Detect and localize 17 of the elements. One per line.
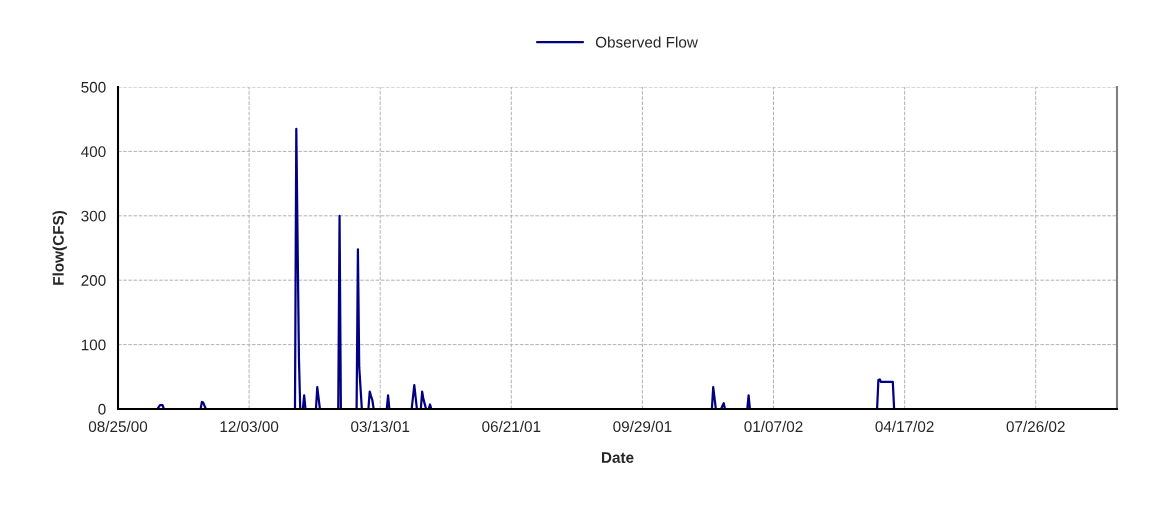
y-axis-title: Flow(CFS) (52, 211, 67, 285)
y-tick-label: 400 (81, 146, 106, 158)
x-tick-label: 06/21/01 (482, 420, 541, 433)
y-tick-label: 500 (81, 81, 106, 93)
x-tick-label: 03/13/01 (351, 420, 410, 433)
x-tick-label: 08/25/00 (88, 420, 148, 433)
x-tick-label: 07/26/02 (1006, 420, 1065, 433)
y-tick-label: 100 (81, 339, 106, 351)
x-tick-label: 12/03/00 (220, 420, 279, 433)
legend-label: Observed Flow (595, 36, 698, 48)
x-tick-label: 04/17/02 (875, 420, 934, 433)
y-tick-label: 200 (81, 275, 106, 286)
x-axis-title: Date (601, 452, 634, 463)
x-tick-label: 01/07/02 (744, 420, 803, 433)
y-tick-label: 300 (81, 210, 106, 222)
x-tick-label: 09/29/01 (613, 420, 672, 433)
y-tick-label: 0 (98, 403, 106, 415)
